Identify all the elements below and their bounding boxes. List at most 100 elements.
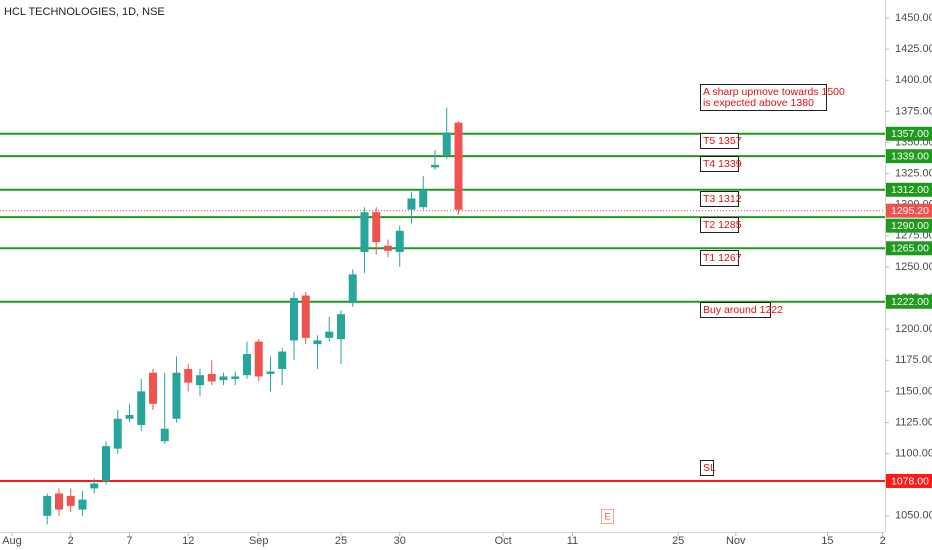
candle-body: [325, 331, 334, 338]
annotation-text: Buy around 1222: [703, 304, 783, 316]
annotation-text: is expected above 1380: [703, 97, 814, 109]
price-label: 1078.00: [891, 475, 929, 487]
candle-body: [383, 245, 392, 251]
candle-body: [348, 274, 357, 304]
price-label: 1312.00: [891, 184, 929, 196]
candle-body: [442, 132, 451, 155]
price-label-box: [886, 126, 932, 141]
candle-body: [78, 499, 87, 510]
annotation-text: T3 1312: [703, 193, 742, 205]
x-tick-label: Oct: [495, 535, 512, 547]
price-label-box: [886, 182, 932, 197]
annotation-text: SL: [703, 462, 716, 474]
x-tick-label: 2: [880, 535, 886, 547]
candle-body: [419, 189, 428, 208]
annotation-text: T4 1339: [703, 158, 742, 170]
y-tick-label: 1400.00: [895, 74, 932, 86]
candle-body: [336, 314, 345, 340]
price-label: 1222.00: [891, 296, 929, 308]
annotation-text: A sharp upmove towards 1500: [703, 86, 845, 98]
candle-body: [454, 122, 463, 210]
y-tick-label: 1150.00: [895, 385, 932, 397]
annotation-box: [700, 84, 827, 111]
y-tick-label: 1250.00: [895, 261, 932, 273]
x-tick-label: 15: [821, 535, 833, 547]
annotation-box: [700, 302, 771, 318]
candle-body: [266, 371, 275, 374]
event-marker: E: [604, 511, 610, 521]
candle-body: [113, 418, 122, 449]
annotation-text: T1 1267: [703, 252, 742, 264]
x-tick-label: Nov: [726, 535, 746, 547]
x-tick-label: 12: [182, 535, 194, 547]
candle-body: [430, 164, 439, 168]
candle-body: [137, 391, 146, 425]
price-label-box: [886, 473, 932, 488]
y-tick-label: 1450.00: [895, 12, 932, 24]
price-label-box: [886, 218, 932, 233]
annotation-text: T2 1285: [703, 219, 742, 231]
price-label: 1290.00: [891, 220, 929, 232]
y-tick-label: 1275.00: [895, 230, 932, 242]
x-tick-label: 11: [567, 535, 578, 547]
candle-body: [54, 493, 63, 510]
y-tick-label: 1375.00: [895, 105, 932, 117]
x-tick-label: 30: [394, 535, 406, 547]
annotation-box: [700, 217, 739, 233]
x-tick-label: 2: [68, 535, 74, 547]
annotation-box: [700, 133, 739, 149]
event-box: [601, 509, 614, 524]
price-label: 1295.20: [891, 205, 929, 217]
x-tick-label: Aug: [2, 535, 22, 547]
candle-body: [125, 415, 134, 419]
candle-body: [254, 341, 263, 377]
annotation-box: [700, 460, 714, 476]
candle-body: [395, 230, 404, 252]
y-tick-label: 1100.00: [895, 448, 932, 460]
annotation-box: [700, 250, 739, 266]
candle-body: [231, 376, 240, 379]
candle-body: [360, 212, 369, 252]
y-tick-label: 1200.00: [895, 323, 932, 335]
price-label-box: [886, 294, 932, 309]
candle-body: [184, 368, 193, 383]
candle-body: [313, 340, 322, 345]
candle-body: [160, 428, 169, 442]
y-tick-label: 1175.00: [895, 354, 932, 366]
y-tick-label: 1050.00: [895, 510, 932, 522]
candle-body: [301, 295, 310, 338]
annotation-box: [700, 191, 739, 207]
price-label: 1357.00: [891, 128, 929, 140]
y-tick-label: 1125.00: [895, 416, 932, 428]
candle-body: [407, 198, 416, 210]
annotation-box: [700, 156, 739, 172]
candle-body: [43, 495, 52, 516]
candle-body: [242, 354, 251, 376]
y-tick-label: 1425.00: [895, 43, 932, 55]
x-tick-label: 7: [126, 535, 132, 547]
price-label-box: [886, 149, 932, 164]
price-label-box: [886, 203, 932, 218]
candle-body: [372, 212, 381, 243]
x-tick-label: 25: [335, 535, 347, 547]
candle-body: [172, 372, 181, 419]
candle-body: [66, 495, 75, 506]
price-label: 1265.00: [891, 243, 929, 255]
x-tick-label: 25: [672, 535, 684, 547]
candle-body: [278, 351, 287, 369]
price-label: 1339.00: [891, 150, 929, 162]
candle-body: [101, 446, 110, 481]
y-tick-label: 1325.00: [895, 168, 932, 180]
candle-body: [289, 298, 298, 341]
x-tick-label: Sep: [249, 535, 269, 547]
annotation-text: T5 1357: [703, 135, 742, 147]
candle-body: [207, 373, 216, 382]
candle-body: [90, 483, 99, 489]
chart-title: HCL TECHNOLOGIES, 1D, NSE: [4, 6, 165, 18]
candle-body: [219, 376, 228, 381]
price-label-box: [886, 241, 932, 256]
candle-body: [148, 372, 157, 404]
candle-body: [195, 375, 204, 386]
